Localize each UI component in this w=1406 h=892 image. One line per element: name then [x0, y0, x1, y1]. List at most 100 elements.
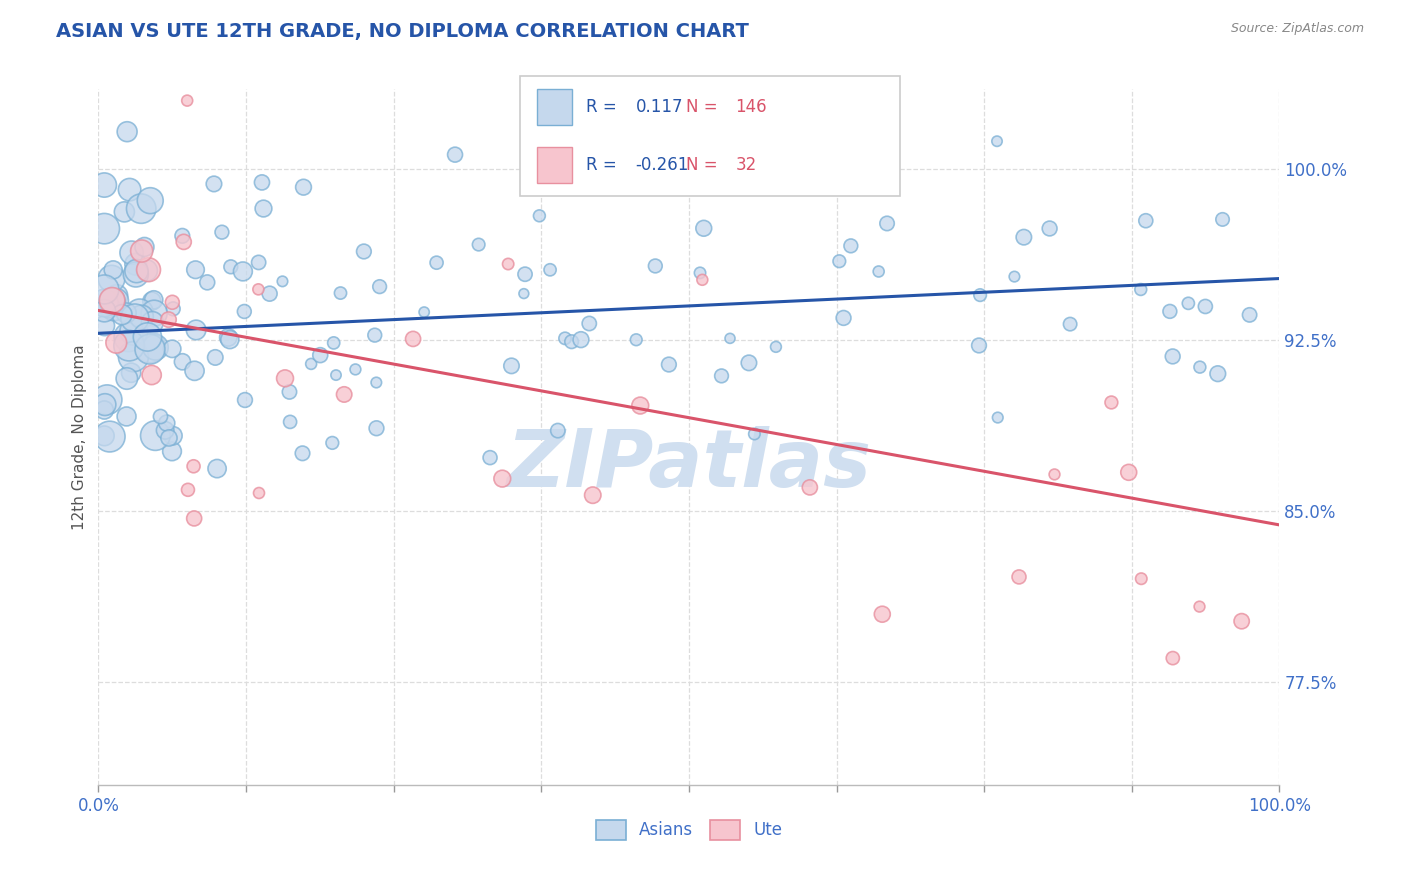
Point — [1130, 572, 1153, 586]
Point — [718, 331, 741, 345]
Text: 146: 146 — [735, 98, 766, 116]
Point — [93, 296, 115, 310]
Point — [219, 260, 242, 274]
Point — [322, 335, 344, 350]
Point — [426, 255, 449, 269]
Point — [232, 264, 254, 278]
Point — [765, 340, 787, 354]
Point — [176, 94, 198, 108]
Text: ZIPatlas: ZIPatlas — [506, 425, 872, 504]
Point — [366, 376, 388, 390]
Point — [173, 235, 195, 249]
Point — [986, 134, 1008, 148]
Point — [149, 409, 172, 424]
Point — [138, 262, 160, 277]
Point — [292, 180, 315, 194]
Point — [211, 225, 233, 239]
Point — [832, 310, 855, 325]
Point — [291, 446, 314, 460]
Point — [628, 399, 651, 413]
Point — [139, 194, 162, 208]
Point — [1177, 296, 1199, 310]
Point — [344, 362, 367, 376]
Point — [143, 428, 166, 442]
Point — [141, 368, 163, 382]
Point — [1212, 212, 1234, 227]
Point — [1039, 221, 1062, 235]
Point — [353, 244, 375, 259]
Point — [1230, 614, 1253, 628]
Point — [321, 436, 343, 450]
Point — [689, 266, 711, 280]
Point — [122, 324, 145, 338]
Point — [1059, 317, 1081, 331]
Point — [205, 461, 228, 475]
Point — [877, 122, 900, 136]
Point — [1008, 570, 1031, 584]
Point — [93, 282, 115, 296]
Point — [578, 317, 600, 331]
Point — [529, 209, 551, 223]
Point — [561, 334, 583, 349]
Point — [413, 305, 436, 319]
Point — [139, 340, 162, 354]
Point — [105, 335, 128, 350]
Point — [329, 286, 352, 301]
Point — [131, 310, 153, 324]
Point — [368, 279, 391, 293]
Text: 0.117: 0.117 — [636, 98, 683, 116]
Point — [444, 147, 467, 161]
Point — [252, 202, 274, 216]
Point — [96, 392, 118, 407]
Text: 32: 32 — [735, 156, 756, 174]
Point — [1135, 213, 1157, 227]
Point — [142, 293, 165, 307]
Point — [250, 176, 273, 190]
Text: N =: N = — [686, 156, 723, 174]
Point — [233, 392, 256, 407]
Point — [624, 333, 647, 347]
Legend: Asians, Ute: Asians, Ute — [589, 814, 789, 847]
Point — [112, 205, 135, 219]
Point — [1099, 395, 1122, 409]
Point — [177, 483, 200, 497]
Point — [184, 262, 207, 277]
Point — [1161, 350, 1184, 364]
Point — [233, 304, 256, 318]
Point — [145, 340, 167, 354]
Point — [101, 294, 124, 309]
Point — [217, 330, 239, 344]
Point — [204, 351, 226, 365]
Point — [1239, 308, 1261, 322]
Point — [868, 264, 890, 278]
Point — [366, 421, 388, 435]
Point — [1043, 467, 1066, 482]
Text: N =: N = — [686, 98, 723, 116]
Point — [101, 293, 124, 308]
Point — [828, 254, 851, 268]
Point — [1129, 283, 1152, 297]
Point — [278, 384, 301, 399]
Point — [247, 486, 270, 500]
Point — [1206, 367, 1229, 381]
Point — [93, 303, 115, 318]
Point — [710, 368, 733, 383]
Point — [131, 244, 153, 258]
Point — [128, 305, 150, 319]
Point — [183, 511, 205, 525]
Point — [135, 263, 157, 277]
Point — [744, 427, 766, 442]
Point — [1159, 304, 1181, 318]
Point — [479, 450, 502, 465]
Point — [118, 338, 141, 352]
Point — [125, 268, 148, 282]
Point — [157, 312, 180, 326]
Point — [129, 202, 152, 216]
Point — [491, 472, 513, 486]
Point — [98, 429, 121, 443]
Point — [115, 125, 138, 139]
Point — [524, 146, 547, 161]
Point — [582, 488, 605, 502]
Point — [271, 274, 294, 288]
Point — [117, 330, 139, 344]
